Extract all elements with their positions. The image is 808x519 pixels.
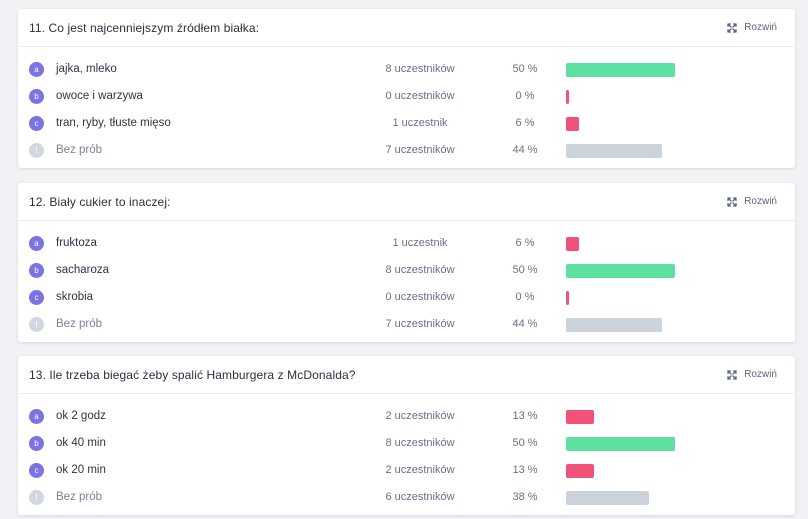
expand-icon (727, 196, 737, 207)
question-title: 12. Biały cukier to inaczej: (29, 194, 171, 209)
option-badge: a (29, 409, 44, 424)
question-header: 11. Co jest najcenniejszym źródłem białk… (18, 9, 795, 47)
no-attempt-icon: ! (29, 317, 44, 332)
expand-button[interactable]: Rozwiń (727, 196, 777, 207)
participant-count: 2 uczestników (385, 410, 455, 422)
answer-bar (566, 291, 569, 305)
percent-label: 0 % (515, 90, 535, 102)
option-badge: b (29, 263, 44, 278)
participant-count: 8 uczestników (385, 63, 455, 75)
answer-text: fruktoza (56, 237, 97, 249)
answer-bar (566, 264, 675, 278)
answer-bar (566, 410, 594, 424)
answer-text: Bez prób (56, 318, 103, 330)
answer-row: ! Bez prób 7 uczestników 44 % (18, 311, 795, 338)
question-title: 13. Ile trzeba biegać żeby spalić Hambur… (29, 367, 356, 382)
answer-row: b owoce i warzywa 0 uczestników 0 % (18, 83, 795, 110)
answer-text: ok 40 min (56, 437, 106, 449)
participant-count: 0 uczestników (385, 291, 455, 303)
expand-button[interactable]: Rozwiń (727, 22, 777, 33)
answer-bar (566, 144, 662, 158)
participant-count: 0 uczestników (385, 90, 455, 102)
percent-label: 0 % (515, 291, 535, 303)
option-badge: b (29, 436, 44, 451)
percent-label: 50 % (512, 63, 538, 75)
percent-label: 13 % (512, 464, 538, 476)
percent-label: 44 % (512, 144, 538, 156)
answer-row: c skrobia 0 uczestników 0 % (18, 284, 795, 311)
participant-count: 6 uczestników (385, 491, 455, 503)
percent-label: 44 % (512, 318, 538, 330)
question-card: 11. Co jest najcenniejszym źródłem białk… (18, 9, 795, 168)
option-badge: c (29, 116, 44, 131)
answer-row: b sacharoza 8 uczestników 50 % (18, 257, 795, 284)
answer-bar (566, 464, 594, 478)
answer-text: Bez prób (56, 491, 103, 503)
option-badge: a (29, 236, 44, 251)
answer-row: a jajka, mleko 8 uczestników 50 % (18, 56, 795, 83)
expand-label: Rozwiń (744, 369, 777, 380)
answer-row: c ok 20 min 2 uczestników 13 % (18, 457, 795, 484)
percent-label: 6 % (515, 237, 535, 249)
option-badge: b (29, 89, 44, 104)
question-header: 13. Ile trzeba biegać żeby spalić Hambur… (18, 356, 795, 394)
answer-text: skrobia (56, 291, 94, 303)
participant-count: 2 uczestników (385, 464, 455, 476)
expand-icon (727, 369, 737, 380)
percent-label: 38 % (512, 491, 538, 503)
answer-list: a fruktoza 1 uczestnik 6 % b sacharoza 8… (18, 221, 795, 338)
answer-bar (566, 437, 675, 451)
no-attempt-icon: ! (29, 490, 44, 505)
expand-icon (727, 22, 737, 33)
answer-bar (566, 63, 675, 77)
answer-row: a ok 2 godz 2 uczestników 13 % (18, 403, 795, 430)
answer-text: sacharoza (56, 264, 110, 276)
percent-label: 50 % (512, 264, 538, 276)
answer-text: ok 20 min (56, 464, 106, 476)
participant-count: 1 uczestnik (392, 117, 448, 129)
participant-count: 1 uczestnik (392, 237, 448, 249)
answer-bar (566, 90, 569, 104)
answer-row: ! Bez prób 6 uczestników 38 % (18, 484, 795, 511)
answer-row: a fruktoza 1 uczestnik 6 % (18, 230, 795, 257)
answer-row: ! Bez prób 7 uczestników 44 % (18, 137, 795, 164)
answer-bar (566, 491, 649, 505)
participant-count: 8 uczestników (385, 264, 455, 276)
answer-bar (566, 237, 579, 251)
percent-label: 50 % (512, 437, 538, 449)
expand-button[interactable]: Rozwiń (727, 369, 777, 380)
expand-label: Rozwiń (744, 22, 777, 33)
option-badge: a (29, 62, 44, 77)
option-badge: c (29, 290, 44, 305)
percent-label: 13 % (512, 410, 538, 422)
answer-text: jajka, mleko (56, 63, 117, 75)
participant-count: 8 uczestników (385, 437, 455, 449)
answer-text: owoce i warzywa (56, 90, 143, 102)
no-attempt-icon: ! (29, 143, 44, 158)
answer-text: Bez prób (56, 144, 103, 156)
question-card: 13. Ile trzeba biegać żeby spalić Hambur… (18, 356, 795, 515)
answer-bar (566, 318, 662, 332)
answer-list: a ok 2 godz 2 uczestników 13 % b ok 40 m… (18, 394, 795, 511)
question-header: 12. Biały cukier to inaczej: Rozwiń (18, 183, 795, 221)
answer-list: a jajka, mleko 8 uczestników 50 % b owoc… (18, 47, 795, 164)
answer-row: c tran, ryby, tłuste mięso 1 uczestnik 6… (18, 110, 795, 137)
question-card: 12. Biały cukier to inaczej: Rozwiń a fr… (18, 183, 795, 342)
participant-count: 7 uczestników (385, 318, 455, 330)
percent-label: 6 % (515, 117, 535, 129)
participant-count: 7 uczestników (385, 144, 455, 156)
question-title: 11. Co jest najcenniejszym źródłem białk… (29, 20, 260, 35)
answer-text: tran, ryby, tłuste mięso (56, 117, 171, 129)
answer-text: ok 2 godz (56, 410, 106, 422)
option-badge: c (29, 463, 44, 478)
expand-label: Rozwiń (744, 196, 777, 207)
answer-row: b ok 40 min 8 uczestników 50 % (18, 430, 795, 457)
answer-bar (566, 117, 579, 131)
